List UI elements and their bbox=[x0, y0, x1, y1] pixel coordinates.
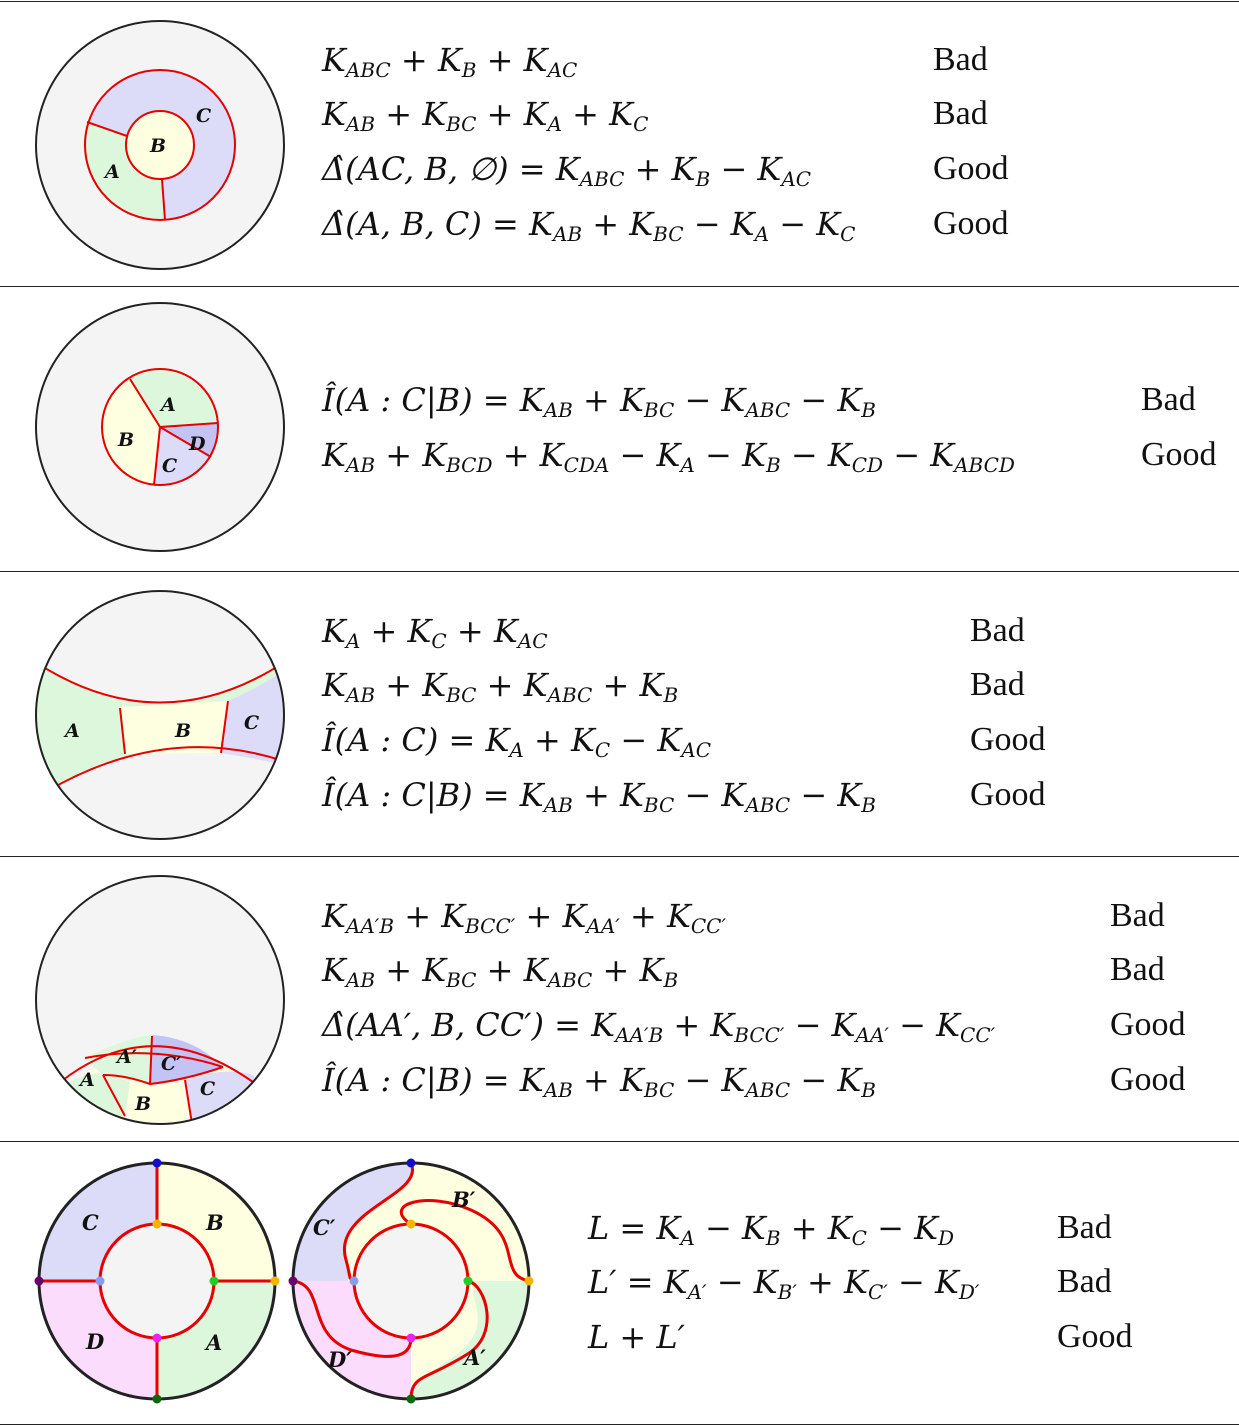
row-1: A B C KABC + KB + KAC Bad KAB + KBC + KA… bbox=[0, 0, 1239, 286]
row-2-diagram: A B C D bbox=[35, 302, 285, 552]
row-5-expr-2: L′ = KA′ − KB′ + KC′ − KD′ bbox=[588, 1263, 980, 1304]
row-1-diagram: A B C bbox=[35, 20, 285, 270]
table-rule-4 bbox=[0, 1141, 1239, 1142]
row-2-verdict-2: Good bbox=[1141, 436, 1217, 473]
row-4-expr-2: KAB + KBC + KABC + KB bbox=[322, 951, 679, 992]
region-label-c-prime: C′ bbox=[313, 1215, 336, 1240]
row-4-verdict-2: Bad bbox=[1110, 951, 1165, 988]
region-label-d: D bbox=[85, 1329, 105, 1354]
row-1-verdict-3: Good bbox=[933, 150, 1009, 187]
table-rule-top bbox=[0, 1, 1239, 2]
region-label-c: C bbox=[244, 712, 259, 734]
region-label-d-prime: D′ bbox=[327, 1347, 352, 1372]
row-1-expr-4: Δ̂(A, B, C) = KAB + KBC − KA − KC bbox=[322, 205, 856, 246]
table-rule-1 bbox=[0, 286, 1239, 287]
table-rule-bottom bbox=[0, 1424, 1239, 1425]
region-label-b-prime: B′ bbox=[451, 1187, 476, 1212]
row-2: A B C D Î(A : C|B) = KAB + KBC − KABC − … bbox=[0, 286, 1239, 571]
row-4-expr-1: KAA′B + KBCC′ + KAA′ + KCC′ bbox=[322, 897, 727, 938]
row-3-verdict-1: Bad bbox=[970, 612, 1025, 649]
region-label-b: B bbox=[149, 135, 166, 157]
row-2-verdict-1: Bad bbox=[1141, 381, 1196, 418]
region-label-b: B bbox=[134, 1093, 151, 1115]
region-label-c-prime: C′ bbox=[161, 1053, 181, 1075]
row-1-expr-2: KAB + KBC + KA + KC bbox=[322, 95, 649, 136]
row-5-expr-3: L + L′ bbox=[588, 1318, 685, 1356]
region-label-a: A bbox=[78, 1069, 95, 1091]
region-label-b: B bbox=[117, 429, 134, 451]
row-5: A B C D A′ B′ C′ D′ L = KA − KB + KC − K… bbox=[0, 1141, 1239, 1424]
row-3-verdict-4: Good bbox=[970, 776, 1046, 813]
region-label-a-prime: A′ bbox=[462, 1345, 486, 1370]
table-rule-2 bbox=[0, 571, 1239, 572]
region-label-d: D bbox=[188, 433, 206, 455]
table-rule-3 bbox=[0, 856, 1239, 857]
row-5-verdict-1: Bad bbox=[1057, 1209, 1112, 1246]
row-3-expr-2: KAB + KBC + KABC + KB bbox=[322, 666, 679, 707]
row-1-verdict-1: Bad bbox=[933, 41, 988, 78]
row-5-verdict-2: Bad bbox=[1057, 1263, 1112, 1300]
row-5-diagram-left: A B C D bbox=[34, 1158, 280, 1404]
row-3-expr-3: Î(A : C) = KA + KC − KAC bbox=[322, 721, 712, 762]
region-label-a-prime: A′ bbox=[115, 1046, 137, 1068]
row-3: A B C KA + KC + KAC Bad KAB + KBC + KABC… bbox=[0, 571, 1239, 856]
row-4-expr-3: Δ̂(AA′, B, CC′) = KAA′B + KBCC′ − KAA′ −… bbox=[322, 1006, 996, 1047]
row-4-expr-4: Î(A : C|B) = KAB + KBC − KABC − KB bbox=[322, 1061, 876, 1102]
region-label-c: C bbox=[196, 105, 211, 127]
row-3-verdict-3: Good bbox=[970, 721, 1046, 758]
region-label-c: C bbox=[82, 1210, 99, 1235]
region-label-a: A bbox=[204, 1330, 222, 1355]
row-3-expr-4: Î(A : C|B) = KAB + KBC − KABC − KB bbox=[322, 776, 876, 817]
region-label-c: C bbox=[162, 455, 177, 477]
region-label-b: B bbox=[205, 1210, 224, 1235]
row-5-verdict-3: Good bbox=[1057, 1318, 1133, 1355]
row-4-verdict-4: Good bbox=[1110, 1061, 1186, 1098]
region-label-a: A bbox=[103, 161, 120, 183]
row-3-verdict-2: Bad bbox=[970, 666, 1025, 703]
row-5-diagram-right: A′ B′ C′ D′ bbox=[288, 1158, 534, 1404]
row-4-verdict-1: Bad bbox=[1110, 897, 1165, 934]
row-5-expr-1: L = KA − KB + KC − KD bbox=[588, 1209, 955, 1250]
region-label-c: C bbox=[200, 1078, 215, 1100]
row-2-expr-2: KAB + KBCD + KCDA − KA − KB − KCD − KABC… bbox=[322, 436, 1015, 477]
region-label-a: A bbox=[63, 720, 80, 742]
row-4: A A′ B C C′ KAA′B + KBCC′ + KAA′ + KCC′ … bbox=[0, 856, 1239, 1141]
row-1-expr-1: KABC + KB + KAC bbox=[322, 41, 578, 82]
row-4-diagram: A A′ B C C′ bbox=[35, 875, 285, 1125]
row-1-expr-3: Δ̂(AC, B, ∅) = KABC + KB − KAC bbox=[322, 150, 812, 191]
row-3-expr-1: KA + KC + KAC bbox=[322, 612, 548, 653]
region-label-a: A bbox=[159, 394, 176, 416]
row-1-verdict-2: Bad bbox=[933, 95, 988, 132]
row-3-diagram: A B C bbox=[35, 590, 285, 840]
region-label-b: B bbox=[174, 720, 191, 742]
row-1-verdict-4: Good bbox=[933, 205, 1009, 242]
row-2-expr-1: Î(A : C|B) = KAB + KBC − KABC − KB bbox=[322, 381, 876, 422]
row-4-verdict-3: Good bbox=[1110, 1006, 1186, 1043]
